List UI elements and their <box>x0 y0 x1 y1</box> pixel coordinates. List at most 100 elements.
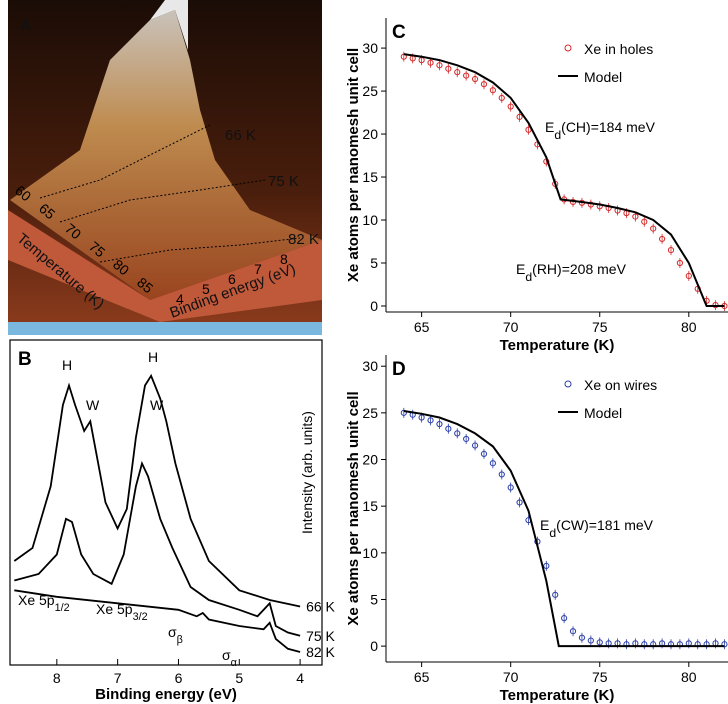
peak-top <box>150 0 188 50</box>
data-point <box>427 417 434 424</box>
data-point <box>507 484 514 491</box>
x-tick-label: 80 <box>681 669 697 685</box>
annotation-text: σ <box>168 624 177 640</box>
panel-b-frame <box>9 339 323 666</box>
x-tick-label: 75 <box>592 669 608 685</box>
annotation: Ed(CW)=181 meV <box>540 517 654 540</box>
annotation-rest: (CW)=181 meV <box>556 517 654 533</box>
data-point <box>489 460 496 467</box>
data-point <box>587 637 594 644</box>
legend-label: Xe on wires <box>584 377 657 393</box>
annotation-text: Xe 5p <box>18 592 55 608</box>
tick-label: 6 <box>228 271 236 287</box>
y-tick-label: 20 <box>362 126 378 142</box>
y-tick-label: 30 <box>362 358 378 374</box>
y-tick-label: 0 <box>370 298 378 314</box>
data-point <box>578 634 586 641</box>
y-tick-label: 20 <box>362 452 378 468</box>
data-point <box>463 435 470 443</box>
temp-label: 82 K <box>288 231 319 248</box>
annotation: W <box>86 397 100 413</box>
data-point <box>480 450 488 458</box>
data-point <box>507 103 514 110</box>
annotation: Ed(CH)=184 meV <box>545 119 656 142</box>
data-point <box>445 425 452 432</box>
panel-a: A 66 K 75 K 82 K Temperature (K) Binding… <box>8 0 322 335</box>
y-tick-label: 10 <box>362 212 378 228</box>
x-tick-label: 80 <box>681 319 697 335</box>
x-tick-label: 8 <box>53 670 61 686</box>
data-point <box>454 430 461 437</box>
x-tick-label: 70 <box>503 319 519 335</box>
annotation-sub: 1/2 <box>55 602 70 614</box>
annotation-rest: (RH)=208 meV <box>532 261 626 277</box>
panel-letter: C <box>392 22 406 43</box>
legend-marker <box>564 380 572 388</box>
model-line <box>403 53 725 307</box>
y-axis-title: Xe atoms per nanomesh unit cell <box>345 48 362 282</box>
data-point <box>471 75 479 83</box>
surface-peaks <box>10 10 322 300</box>
y-tick-label: 25 <box>362 405 378 421</box>
floor <box>8 210 322 322</box>
strip <box>8 322 322 335</box>
y-axis-title: Intensity (arb. units) <box>299 411 315 534</box>
data-point <box>685 272 692 279</box>
annotation: Xe 5p3/2 <box>96 601 148 623</box>
data-point <box>641 218 648 225</box>
data-point <box>632 213 639 220</box>
series-label: 82 K <box>306 644 335 660</box>
annotation: Xe 5p1/2 <box>18 592 70 614</box>
annotation-text: E <box>516 261 525 277</box>
spectrum <box>14 589 301 653</box>
tick-label: 7 <box>254 261 262 277</box>
x-tick-label: 5 <box>235 670 243 686</box>
data-point <box>436 62 443 69</box>
data-point <box>418 414 425 421</box>
dotted-line <box>39 124 211 199</box>
y-tick-label: 0 <box>370 638 378 654</box>
y-tick-label: 5 <box>370 591 378 607</box>
panel-letter: D <box>392 359 406 380</box>
data-point <box>516 113 523 120</box>
y-tick-label: 15 <box>362 169 378 185</box>
annotation-text: H <box>62 357 72 373</box>
annotation-text: E <box>545 119 554 135</box>
data-point <box>561 615 568 622</box>
legend-marker <box>564 44 572 52</box>
data-point <box>463 72 470 79</box>
spectrum <box>13 373 301 608</box>
annotation-sub: β <box>177 634 183 646</box>
annotation-rest: (CH)=184 meV <box>561 119 655 135</box>
model-line <box>403 410 725 648</box>
tick-label: 5 <box>202 281 210 297</box>
x-axis-title: Binding energy (eV) <box>95 686 237 703</box>
temp-label: 66 K <box>225 127 256 144</box>
x-tick-label: 65 <box>414 669 430 685</box>
y-tick-label: 25 <box>362 83 378 99</box>
annotation: σβ <box>168 624 183 646</box>
data-point <box>543 562 550 569</box>
x-tick-label: 7 <box>114 670 122 686</box>
annotation-text: E <box>540 517 549 533</box>
annotation-text: σ <box>222 647 231 663</box>
annotation: σα <box>222 647 237 669</box>
y-axis-title: Xe atoms per nanomesh unit cell <box>345 391 362 625</box>
data-point <box>596 639 603 646</box>
data-point <box>498 94 505 102</box>
annotation: W <box>150 397 164 413</box>
y-tick-label: 10 <box>362 545 378 561</box>
annotation-text: H <box>148 349 158 365</box>
annotation-sub: α <box>231 657 237 669</box>
legend-label: Model <box>584 405 622 421</box>
annotation: H <box>148 349 158 365</box>
y-tick-label: 15 <box>362 498 378 514</box>
tick-label: 4 <box>176 291 184 307</box>
annotation-sub: 3/2 <box>133 611 148 623</box>
annotation-sub: d <box>525 270 532 284</box>
series-label: 75 K <box>306 628 335 644</box>
y-tick-label: 5 <box>370 255 378 271</box>
legend-label: Model <box>584 69 622 85</box>
data-point <box>569 628 577 635</box>
